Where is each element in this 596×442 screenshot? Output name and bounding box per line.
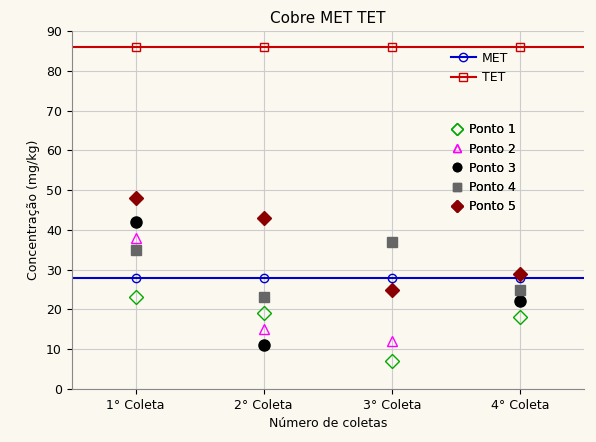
Y-axis label: Concentração (mg/kg): Concentração (mg/kg) xyxy=(27,140,41,280)
X-axis label: Número de coletas: Número de coletas xyxy=(269,417,387,430)
Title: Cobre MET TET: Cobre MET TET xyxy=(270,11,386,26)
Legend: Ponto 1, Ponto 2, Ponto 3, Ponto 4, Ponto 5: Ponto 1, Ponto 2, Ponto 3, Ponto 4, Pont… xyxy=(447,119,520,217)
